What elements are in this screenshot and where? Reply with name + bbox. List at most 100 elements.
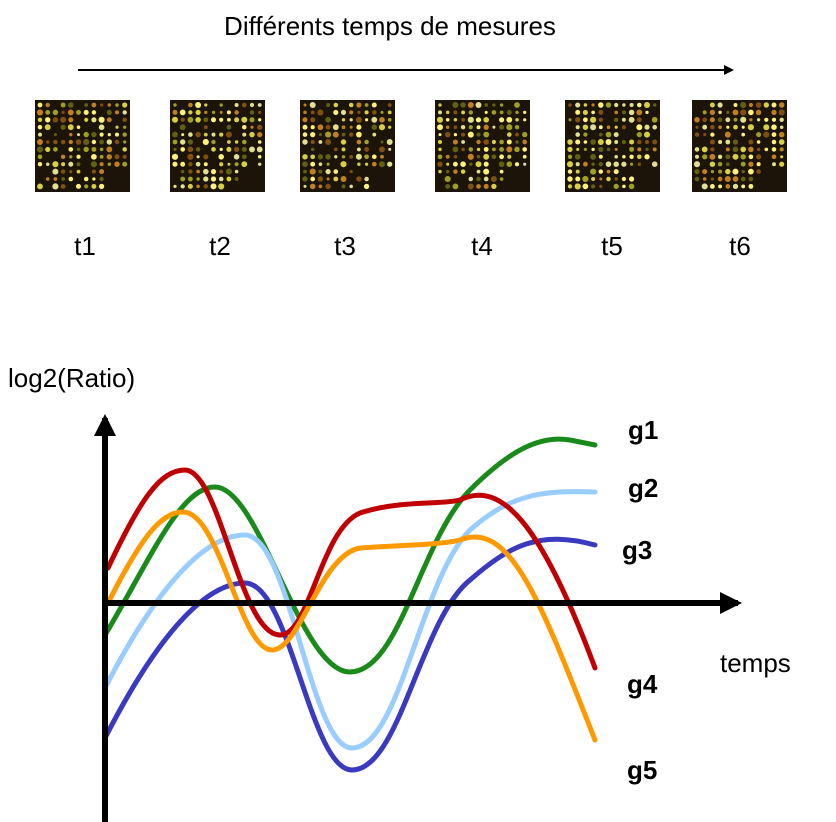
- spot: [725, 117, 731, 123]
- spot: [241, 146, 247, 152]
- spot: [741, 132, 746, 137]
- spot: [575, 125, 580, 130]
- spot: [652, 147, 657, 152]
- spot: [709, 161, 716, 167]
- spot: [258, 162, 262, 166]
- spot: [709, 139, 715, 145]
- spot: [522, 154, 527, 159]
- microarray: [565, 100, 660, 192]
- spot: [356, 147, 361, 152]
- spot: [60, 116, 67, 123]
- spot: [98, 116, 105, 123]
- time-label: t1: [74, 231, 96, 261]
- spot: [107, 162, 111, 166]
- spot: [725, 154, 731, 160]
- spot: [349, 110, 354, 115]
- spot: [211, 139, 216, 145]
- spot: [778, 139, 785, 145]
- spot: [780, 155, 784, 159]
- spot: [341, 147, 346, 152]
- spot: [68, 139, 73, 145]
- spot: [310, 131, 316, 138]
- spot: [614, 147, 618, 151]
- spot: [453, 132, 458, 137]
- spot: [437, 154, 443, 160]
- spot: [575, 132, 581, 137]
- spot: [645, 147, 649, 152]
- spot: [310, 110, 315, 115]
- spot: [476, 139, 481, 145]
- gene-label: g3: [622, 535, 652, 565]
- spot: [219, 147, 223, 152]
- spot: [219, 117, 224, 122]
- spot: [630, 162, 634, 166]
- spot: [710, 169, 715, 174]
- spot: [763, 124, 770, 131]
- spot: [499, 103, 504, 107]
- spot: [257, 131, 263, 138]
- spot: [523, 162, 527, 166]
- spot: [461, 110, 466, 115]
- spot: [645, 110, 649, 115]
- spot: [599, 177, 603, 181]
- spot: [226, 124, 232, 130]
- spot: [445, 118, 450, 122]
- spot: [444, 131, 451, 138]
- spot: [468, 147, 474, 152]
- spot: [188, 110, 193, 115]
- spot: [567, 169, 573, 174]
- spot: [341, 132, 346, 137]
- spot: [637, 154, 642, 160]
- spot: [732, 176, 739, 182]
- spot: [483, 183, 489, 189]
- spot: [621, 176, 627, 182]
- spot: [256, 146, 263, 153]
- spot: [333, 147, 338, 152]
- spot: [98, 183, 105, 190]
- spot: [380, 140, 384, 144]
- spot: [317, 176, 324, 182]
- spot: [725, 139, 731, 145]
- curve-g2: [102, 489, 598, 751]
- spot: [115, 125, 119, 129]
- spot: [257, 124, 263, 130]
- spot: [694, 147, 700, 152]
- spot: [483, 124, 489, 130]
- spot: [106, 146, 113, 153]
- spot: [614, 110, 619, 115]
- spot: [756, 118, 761, 122]
- spot: [303, 184, 307, 188]
- spot: [606, 125, 611, 129]
- spot: [326, 162, 330, 166]
- spot: [241, 116, 248, 123]
- spot: [233, 146, 240, 153]
- spot: [340, 139, 347, 145]
- spot: [302, 176, 308, 182]
- spot: [453, 118, 458, 122]
- spot: [203, 184, 209, 189]
- spot: [310, 176, 316, 182]
- spot: [622, 103, 626, 107]
- spot: [171, 153, 179, 160]
- spot: [172, 116, 178, 123]
- spot: [468, 176, 474, 182]
- spot: [515, 118, 519, 122]
- spot: [491, 110, 497, 115]
- spot: [499, 154, 504, 160]
- spot: [204, 103, 208, 107]
- spot: [45, 110, 51, 115]
- spot: [38, 132, 42, 137]
- spot: [258, 110, 262, 115]
- spot: [583, 132, 588, 137]
- spot: [45, 102, 50, 108]
- spot: [84, 117, 89, 122]
- spot: [227, 162, 231, 166]
- spot: [637, 102, 642, 108]
- spot: [188, 162, 193, 167]
- spot: [461, 147, 465, 152]
- spot: [483, 146, 489, 152]
- spot: [771, 147, 777, 152]
- array-background: [692, 100, 787, 192]
- spot: [187, 146, 194, 153]
- spot: [45, 177, 50, 181]
